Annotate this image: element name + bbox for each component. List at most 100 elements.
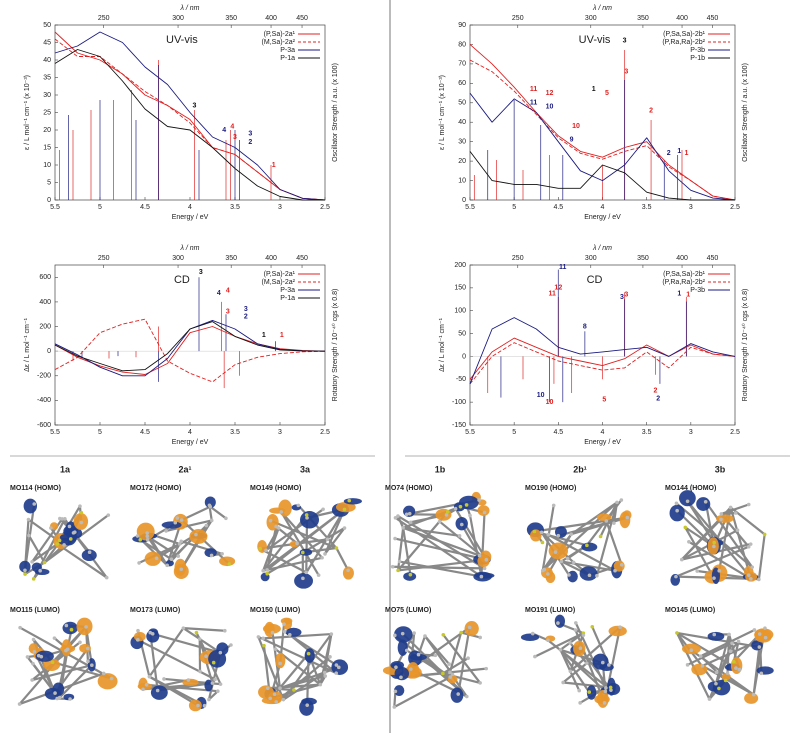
y-axis-title: ε / L mol⁻¹ cm⁻¹ (x 10⁻³) — [24, 75, 31, 150]
orbital-lobe — [403, 572, 417, 581]
bond — [262, 514, 308, 572]
atom — [727, 632, 731, 637]
atom — [304, 513, 309, 517]
bond — [547, 639, 612, 692]
atom — [52, 636, 57, 640]
orbital-lobe — [608, 625, 627, 637]
atom — [393, 633, 397, 638]
x-axis-title: Energy / eV — [584, 439, 621, 446]
legend-label: (P,Ra,Ra)-2b² — [662, 279, 705, 286]
legend-label: P-1a — [280, 295, 295, 302]
atom — [282, 629, 287, 634]
y-tick-label: 30 — [458, 139, 466, 146]
atom — [316, 573, 321, 577]
panel-title: 2b¹ — [573, 464, 587, 474]
x-tick-label: 5.5 — [50, 429, 60, 436]
x2-tick-label: 250 — [512, 255, 524, 262]
y-tick-label: -400 — [37, 397, 51, 404]
atom — [268, 518, 273, 523]
atom — [612, 521, 616, 525]
orbital-lobe — [464, 620, 479, 637]
series-line — [54, 49, 325, 201]
atom — [62, 543, 66, 547]
bond — [157, 682, 213, 692]
orbital-lobe — [394, 666, 410, 681]
bond — [257, 635, 337, 675]
atom — [145, 534, 150, 539]
atom — [210, 681, 215, 685]
orbital-lobe — [144, 551, 162, 566]
orbital-lobe — [189, 529, 208, 545]
atom — [478, 681, 482, 685]
atom — [553, 550, 558, 554]
atom — [607, 663, 611, 667]
orbital-lobe — [707, 631, 725, 641]
x-tick-label: 2.5 — [320, 204, 330, 211]
orbital-lobe — [520, 633, 540, 642]
atom — [274, 524, 278, 529]
atom — [571, 560, 576, 565]
annotation: 3 — [244, 306, 248, 313]
annotation: 2 — [649, 107, 653, 114]
x-tick-label: 2.5 — [730, 429, 740, 436]
annotation: 2 — [667, 150, 671, 157]
orbital-lobe — [554, 614, 565, 628]
series-line — [469, 337, 736, 380]
annotation: 10 — [572, 123, 580, 130]
x2-tick-label: 300 — [172, 15, 184, 22]
atom — [196, 703, 200, 708]
series-line — [54, 31, 326, 201]
bond — [146, 535, 179, 557]
atom — [409, 667, 413, 671]
orbital-lobe — [479, 550, 492, 563]
orbital-label: MO75 (LUMO) — [385, 607, 431, 614]
bond — [270, 519, 337, 550]
legend-label: (M,Sa)-2a² — [262, 279, 296, 286]
bond — [183, 627, 225, 632]
atom — [106, 513, 111, 517]
annotation: 11 — [548, 291, 556, 298]
atom — [565, 556, 570, 561]
atom — [578, 646, 583, 651]
atom — [147, 674, 152, 679]
annotation: 11 — [559, 264, 567, 271]
bond — [397, 515, 486, 570]
atom — [736, 639, 741, 644]
atom — [137, 561, 141, 565]
y-tick-label: 600 — [39, 274, 51, 281]
orbital-lobe — [133, 631, 146, 642]
atom — [301, 576, 305, 581]
x-tick-label: 3.5 — [230, 429, 240, 436]
orbital-lobe — [669, 504, 685, 522]
atom — [482, 566, 487, 571]
atom — [323, 674, 328, 678]
atom — [757, 645, 762, 649]
atom — [23, 568, 27, 573]
atom — [746, 502, 751, 507]
atom — [392, 705, 397, 709]
atom — [737, 667, 742, 672]
atom — [215, 689, 220, 694]
atom — [204, 523, 209, 528]
molecule-image — [256, 617, 349, 716]
atom — [685, 499, 690, 504]
bond — [209, 505, 227, 520]
atom — [613, 568, 617, 573]
legend-label: P-1b — [690, 55, 705, 62]
atom — [135, 534, 140, 538]
atom — [437, 519, 442, 524]
atom — [675, 631, 679, 635]
atom — [763, 635, 768, 640]
y-tick-label: 15 — [43, 144, 51, 151]
x-tick-label: 3.5 — [642, 429, 652, 436]
x-tick-label: 4.5 — [140, 204, 150, 211]
atom — [154, 556, 159, 561]
atom — [300, 550, 305, 555]
atom — [723, 678, 728, 683]
atom — [453, 506, 458, 511]
atom — [556, 533, 561, 538]
series-line — [469, 317, 736, 385]
orbital-lobe — [579, 566, 598, 581]
annotation: 4 — [217, 290, 221, 297]
y-axis-title: Δε / L mol⁻¹ cm⁻¹ — [24, 317, 31, 371]
